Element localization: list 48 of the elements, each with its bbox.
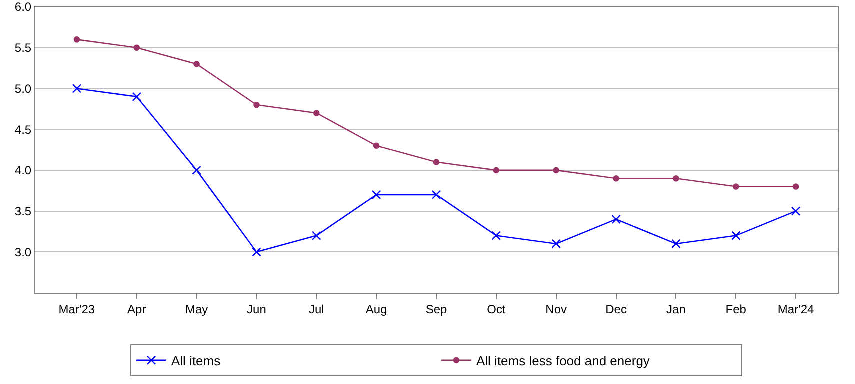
point: [553, 167, 560, 174]
point: [493, 167, 500, 174]
y-tick-label: 4.0: [14, 164, 32, 178]
point: [194, 61, 200, 68]
x-tick-label: Nov: [546, 302, 568, 316]
point: [732, 184, 740, 190]
x-tick-label: Jun: [247, 302, 266, 316]
point: [252, 247, 262, 257]
point: [613, 175, 620, 182]
point: [74, 36, 80, 43]
legend-label: All items less food and energy: [476, 354, 650, 368]
point: [432, 190, 442, 200]
y-tick-label: 3.5: [14, 204, 32, 218]
point: [134, 44, 140, 52]
x-tick-label: Aug: [366, 302, 388, 316]
y-tick-label: 6.0: [14, 0, 32, 14]
point: [254, 102, 260, 108]
y-tick-label: 5.5: [14, 41, 32, 56]
legend-label: All items: [172, 354, 222, 368]
y-tick-label: 4.5: [14, 122, 32, 137]
point: [792, 184, 800, 190]
point: [132, 92, 142, 102]
point: [672, 239, 681, 249]
point: [72, 84, 82, 94]
point: [372, 190, 382, 200]
point: [791, 206, 801, 216]
point: [433, 159, 440, 166]
y-tick-label: 3.0: [14, 245, 32, 260]
y-tick-label: 5.0: [14, 82, 32, 96]
x-tick-label: Mar'23: [58, 302, 96, 316]
x-tick-label: Oct: [487, 302, 506, 316]
x-tick-label: Jan: [666, 302, 686, 316]
point: [673, 175, 680, 182]
x-tick-label: Mar'24: [778, 302, 815, 316]
point: [312, 231, 322, 240]
point: [552, 239, 561, 249]
point: [314, 110, 320, 116]
x-tick-label: Sep: [426, 302, 448, 316]
x-tick-label: Feb: [726, 302, 747, 316]
x-tick-label: May: [185, 302, 208, 316]
x-tick-label: Jul: [308, 302, 324, 316]
point: [192, 166, 202, 176]
x-tick-label: Apr: [128, 302, 146, 316]
x-tick-label: Dec: [606, 302, 627, 316]
point: [373, 142, 380, 150]
point: [731, 231, 741, 240]
point: [612, 214, 621, 224]
point: [492, 231, 502, 240]
